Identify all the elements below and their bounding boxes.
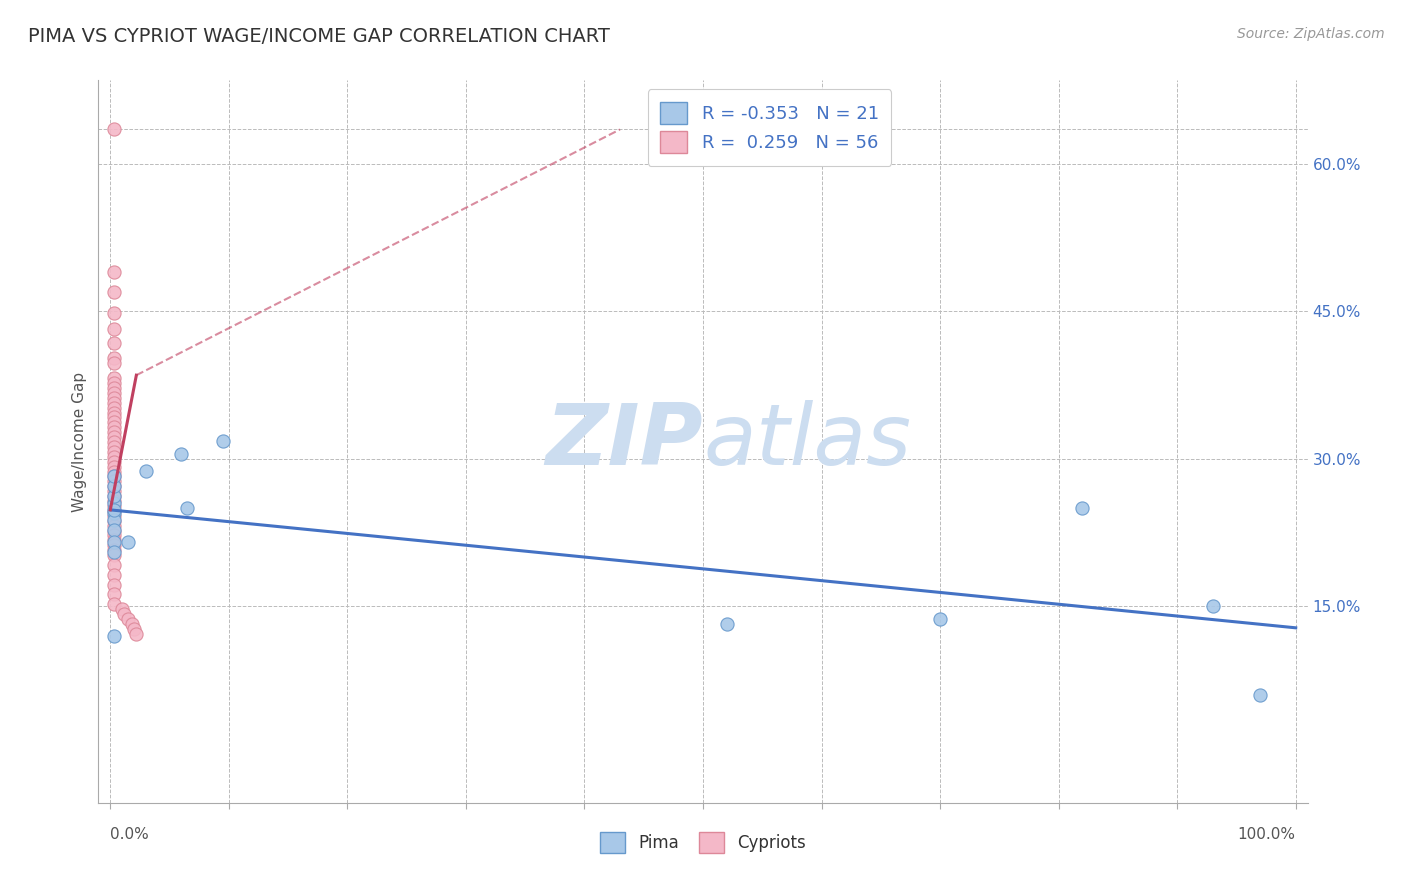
Point (103, 335, 125, 350)
Point (103, 518, 125, 533)
Text: 0.0%: 0.0% (110, 828, 149, 842)
Point (103, 489, 125, 503)
Point (103, 514, 125, 528)
Point (103, 524, 125, 538)
Point (103, 285, 125, 299)
Point (103, 440, 125, 454)
Point (117, 612, 139, 626)
Point (103, 489, 125, 503)
Point (103, 543, 125, 558)
Text: PIMA VS CYPRIOT WAGE/INCOME GAP CORRELATION CHART: PIMA VS CYPRIOT WAGE/INCOME GAP CORRELAT… (28, 27, 610, 45)
Point (929, 612, 952, 626)
Point (103, 425, 125, 440)
Point (135, 464, 157, 478)
Point (103, 513, 125, 527)
Point (103, 416, 125, 430)
Text: Source: ZipAtlas.com: Source: ZipAtlas.com (1237, 27, 1385, 41)
Point (103, 322, 125, 336)
Point (103, 395, 125, 409)
Point (103, 381, 125, 395)
Point (103, 558, 125, 572)
Point (103, 523, 125, 537)
Text: atlas: atlas (703, 400, 911, 483)
Point (114, 607, 136, 621)
Point (103, 450, 125, 464)
Point (103, 496, 125, 510)
Point (111, 602, 134, 616)
Point (103, 410, 125, 425)
Point (117, 535, 139, 549)
Text: ZIP: ZIP (546, 400, 703, 483)
Point (103, 597, 125, 611)
Point (122, 622, 145, 636)
Point (103, 445, 125, 459)
Text: 100.0%: 100.0% (1237, 828, 1296, 842)
Point (103, 548, 125, 562)
Point (121, 616, 143, 631)
Point (103, 371, 125, 385)
Point (103, 391, 125, 405)
Point (103, 356, 125, 370)
Point (103, 405, 125, 419)
Point (103, 265, 125, 279)
Point (103, 577, 125, 591)
Point (103, 504, 125, 518)
Point (103, 430, 125, 444)
Point (103, 535, 125, 549)
Point (103, 459, 125, 474)
Y-axis label: Wage/Income Gap: Wage/Income Gap (72, 371, 87, 512)
Point (103, 376, 125, 390)
Point (103, 528, 125, 542)
Point (103, 401, 125, 415)
Point (1071, 500, 1094, 515)
Point (103, 506, 125, 520)
Point (103, 475, 125, 489)
Point (103, 420, 125, 434)
Point (103, 455, 125, 469)
Point (170, 447, 193, 461)
Point (103, 508, 125, 523)
Point (103, 469, 125, 483)
Legend: Pima, Cypriots: Pima, Cypriots (593, 826, 813, 860)
Point (103, 435, 125, 450)
Point (103, 629, 125, 643)
Point (103, 385, 125, 400)
Point (103, 484, 125, 499)
Point (103, 499, 125, 513)
Point (176, 500, 198, 515)
Point (103, 587, 125, 601)
Point (716, 616, 738, 631)
Point (103, 122, 125, 136)
Point (103, 306, 125, 320)
Point (125, 626, 148, 640)
Point (103, 494, 125, 508)
Point (103, 469, 125, 483)
Point (1249, 688, 1271, 702)
Point (103, 465, 125, 479)
Point (1202, 599, 1225, 614)
Point (103, 538, 125, 552)
Point (103, 351, 125, 366)
Point (212, 434, 235, 448)
Point (103, 567, 125, 582)
Point (103, 545, 125, 559)
Point (103, 533, 125, 548)
Point (103, 479, 125, 493)
Point (103, 479, 125, 493)
Point (103, 503, 125, 517)
